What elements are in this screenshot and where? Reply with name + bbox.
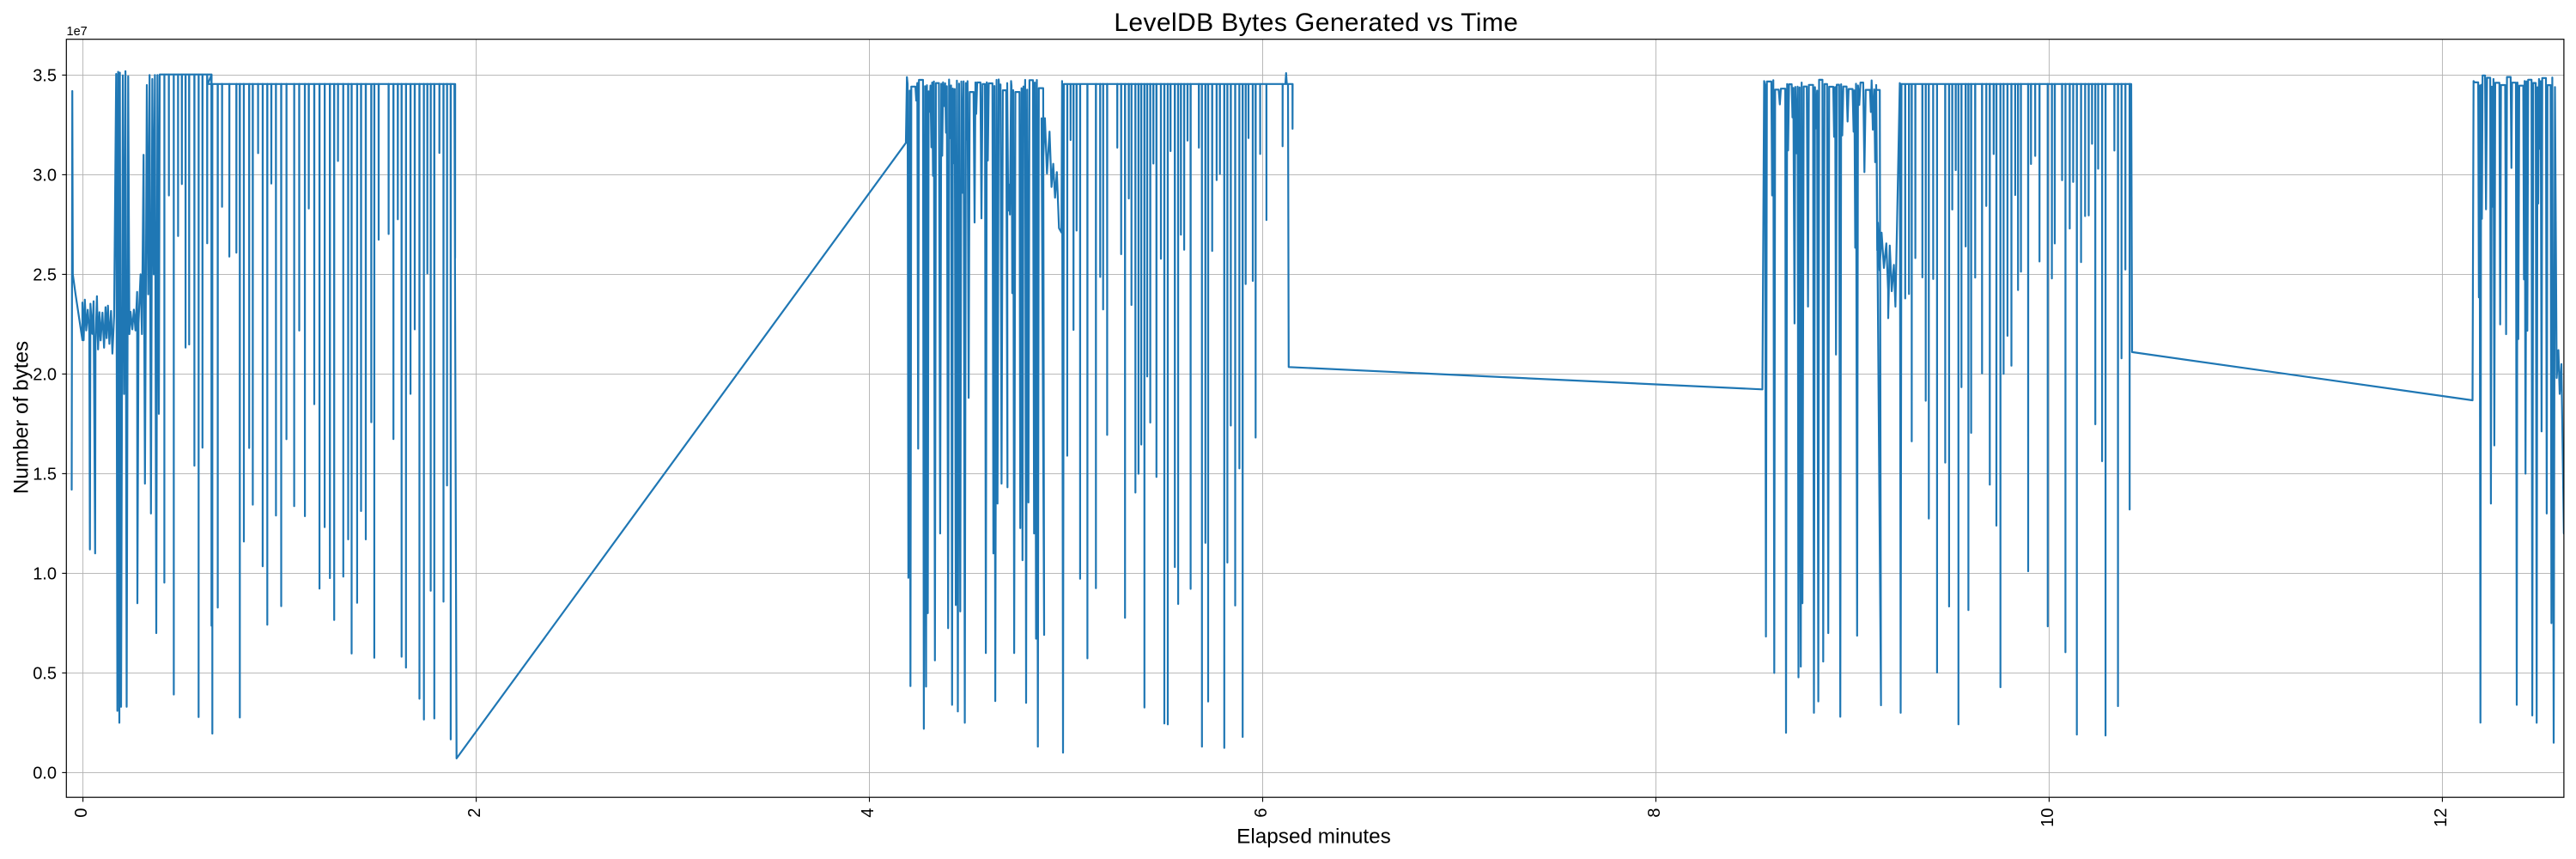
svg-text:2.5: 2.5	[33, 265, 57, 284]
svg-text:2: 2	[465, 808, 484, 818]
svg-text:0.5: 0.5	[33, 664, 57, 683]
svg-text:Number of bytes: Number of bytes	[9, 341, 33, 494]
svg-text:3.0: 3.0	[33, 166, 57, 185]
svg-text:3.5: 3.5	[33, 66, 57, 85]
svg-text:10: 10	[2038, 808, 2057, 827]
svg-text:12: 12	[2432, 808, 2451, 827]
svg-text:4: 4	[859, 808, 878, 818]
svg-text:2.0: 2.0	[33, 365, 57, 384]
svg-text:1.5: 1.5	[33, 465, 57, 484]
svg-text:0: 0	[72, 808, 91, 818]
svg-text:LevelDB Bytes Generated vs Tim: LevelDB Bytes Generated vs Time	[1114, 9, 1518, 37]
svg-text:Elapsed minutes: Elapsed minutes	[1236, 825, 1391, 849]
svg-text:1.0: 1.0	[33, 564, 57, 583]
svg-text:6: 6	[1252, 808, 1271, 818]
svg-text:0.0: 0.0	[33, 764, 57, 783]
svg-text:1e7: 1e7	[67, 25, 88, 39]
svg-text:8: 8	[1645, 808, 1664, 818]
